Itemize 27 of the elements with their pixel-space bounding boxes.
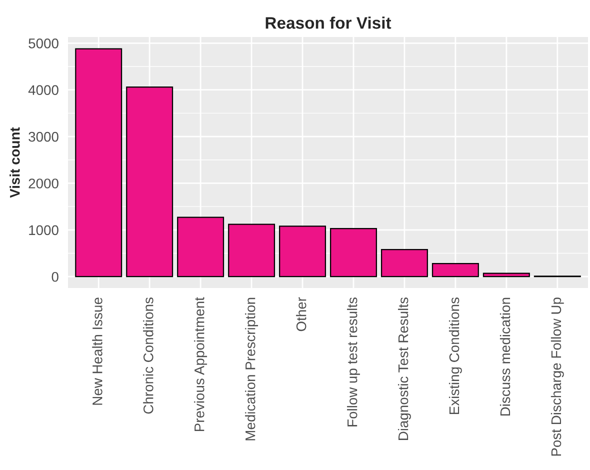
x-tick-label: Other [296, 297, 306, 332]
x-tick-label: Follow up test results [347, 298, 360, 426]
x-tick-label: New Health Issue [92, 298, 102, 405]
x-tick-label: Previous Appointment [194, 297, 208, 431]
bar [228, 224, 276, 278]
x-tick-label: Discuss medication [500, 298, 510, 416]
bar [126, 86, 174, 278]
bar [380, 248, 428, 278]
y-tick-label: 0 [52, 272, 58, 282]
y-axis-title: Visit count [10, 127, 20, 198]
x-tick-label: Medication Prescription [245, 298, 258, 440]
y-tick-label: 3000 [28, 132, 58, 142]
y-tick-label: 2000 [28, 178, 58, 188]
bar [75, 48, 122, 278]
bar [330, 228, 377, 278]
x-tick-label: Diagnostic Test Results [398, 298, 411, 440]
x-tick-label: Post Discharge Follow Up [550, 298, 564, 456]
x-tick-label: Existing Conditions [448, 298, 462, 414]
chart-title: Reason for Visit [266, 16, 392, 29]
bar [177, 216, 224, 278]
y-tick-label: 4000 [28, 85, 58, 96]
bar [279, 226, 326, 278]
x-tick-label: Chronic Conditions [143, 298, 154, 414]
y-tick-label: 5000 [28, 38, 58, 48]
bar [432, 262, 479, 278]
bar [482, 272, 530, 278]
y-tick-label: 1000 [29, 225, 58, 236]
